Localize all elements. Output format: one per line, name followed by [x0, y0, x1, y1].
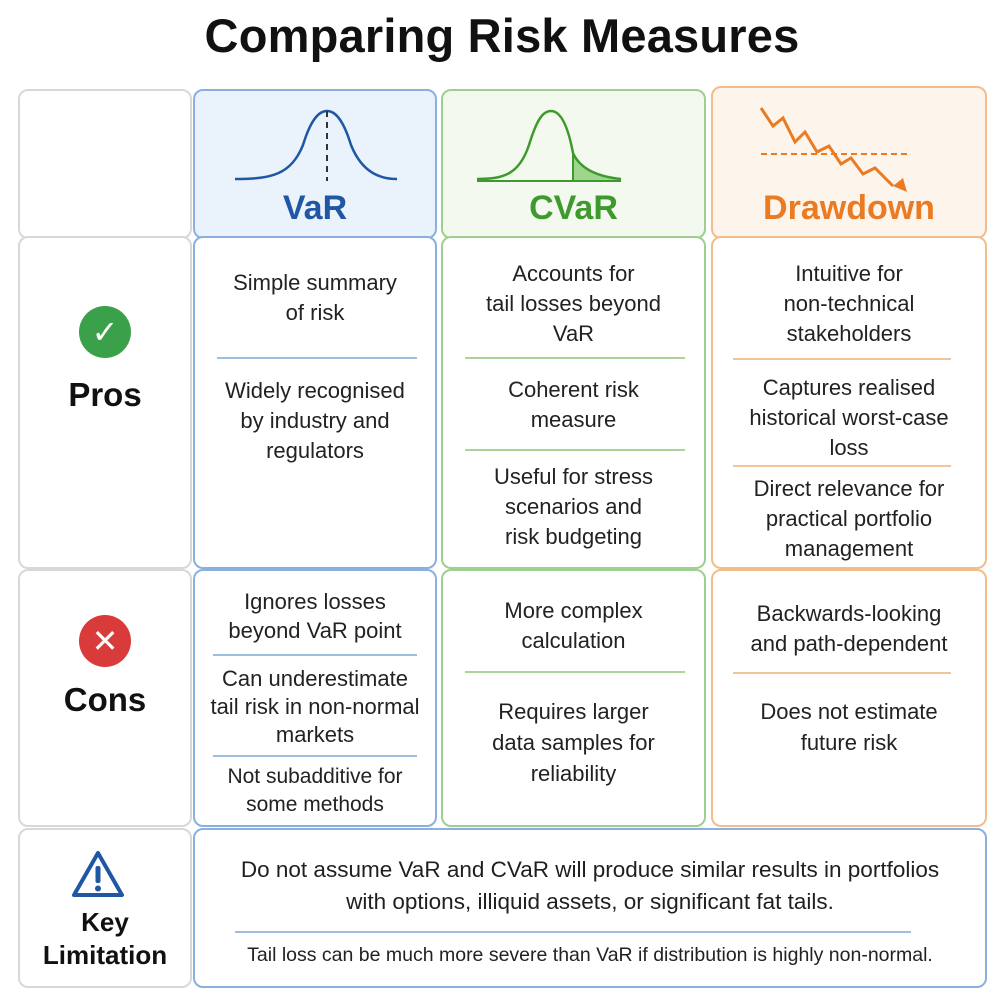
page-title: Comparing Risk Measures: [204, 9, 800, 62]
separator: [465, 671, 685, 673]
pros-drawdown-item: Captures realised historical worst-case lo…: [749, 375, 949, 460]
cons-var-item: Ignores losses beyond VaR point: [228, 589, 402, 643]
key-limitation-note: Tail loss can be much more severe than V…: [247, 944, 933, 966]
pros-drawdown-item: Direct relevance for practical portfolio m…: [753, 476, 945, 561]
bell-curve-tail-icon: [476, 109, 622, 182]
pros-drawdown-cell: Intuitive for non-technical stakeholders C…: [711, 236, 987, 569]
separator: [465, 449, 685, 451]
header-drawdown: Drawdown: [711, 86, 987, 239]
separator: [213, 654, 417, 656]
cons-cvar-item: Requires larger data samples for reliabili…: [492, 699, 655, 786]
header-drawdown-label: Drawdown: [763, 189, 935, 227]
cons-var-cell: Ignores losses beyond VaR point Can under…: [193, 569, 437, 827]
cons-cvar-item: More complex calculation: [504, 598, 643, 653]
separator: [733, 358, 951, 360]
pros-label: Pros: [68, 376, 142, 413]
warning-triangle-icon: [72, 851, 124, 897]
cons-cvar-cell: More complex calculation Requires larger d…: [441, 569, 706, 827]
header-cvar-label: CVaR: [529, 189, 618, 227]
pros-var-cell: Simple summary of risk Widely recognised b…: [193, 236, 437, 569]
header-var-label: VaR: [282, 189, 348, 227]
separator: [235, 931, 911, 933]
pros-var-item: Widely recognised by industry and regulato…: [225, 378, 405, 463]
key-limitation-main: Do not assume VaR and CVaR will produce …: [240, 857, 940, 914]
cons-drawdown-cell: Backwards-looking and path-dependent Does…: [711, 569, 987, 827]
declining-line-icon: [759, 107, 911, 192]
pros-cvar-item: Useful for stress scenarios and risk budge…: [494, 464, 653, 549]
pros-var-item: Simple summary of risk: [233, 270, 397, 325]
check-circle-icon: ✓: [79, 306, 131, 358]
header-cvar: CVaR: [441, 89, 706, 239]
pros-cvar-item: Coherent risk measure: [508, 377, 639, 432]
pros-cvar-item: Accounts for tail losses beyond VaR: [486, 261, 661, 346]
row-label-pros: ✓ Pros: [18, 236, 192, 569]
cons-drawdown-item: Does not estimate future risk: [760, 699, 938, 755]
cons-drawdown-item: Backwards-looking and path-dependent: [750, 601, 948, 656]
pros-drawdown-item: Intuitive for non-technical stakeholders: [783, 261, 915, 346]
separator: [465, 357, 685, 359]
key-limitation-label: Key Limitation: [42, 907, 168, 970]
pros-cvar-cell: Accounts for tail losses beyond VaR Cohere…: [441, 236, 706, 569]
bell-curve-icon: [234, 109, 398, 181]
x-circle-icon: ✕: [79, 615, 131, 667]
row-label-key-limitation: Key Limitation: [18, 828, 192, 988]
separator: [213, 755, 417, 757]
cons-var-item: Can underestimate tail risk in non-normal…: [210, 666, 420, 747]
separator: [217, 357, 417, 359]
header-var: VaR: [193, 89, 437, 239]
cons-label: Cons: [63, 681, 147, 718]
separator: [733, 465, 951, 467]
row-label-cons: ✕ Cons: [18, 569, 192, 827]
corner-cell: [18, 89, 192, 239]
cons-var-item: Not subadditive for some methods: [227, 765, 403, 816]
key-limitation-cell: Do not assume VaR and CVaR will produce …: [193, 828, 987, 988]
separator: [733, 672, 951, 674]
